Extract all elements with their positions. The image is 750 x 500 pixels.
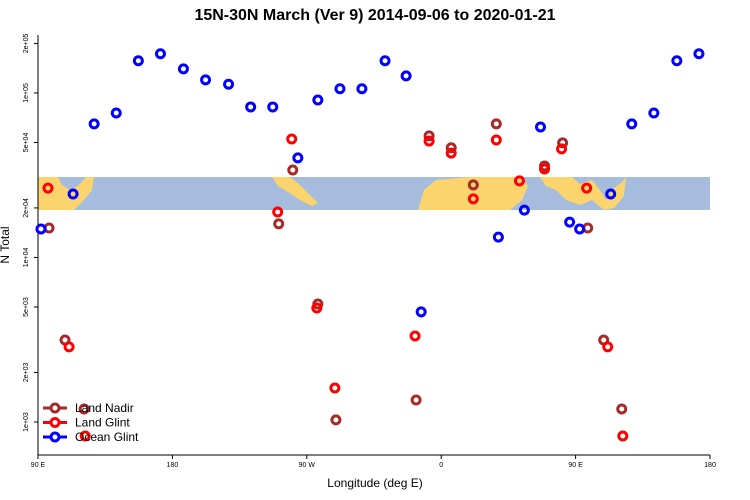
data-point (581, 182, 593, 194)
data-point (245, 101, 257, 113)
data-point (602, 341, 614, 353)
data-point (490, 134, 502, 146)
data-point (693, 48, 705, 60)
y-tick-label: 5e+03 (23, 297, 30, 317)
data-point (35, 223, 47, 235)
data-point (311, 302, 323, 314)
data-point (273, 218, 285, 230)
data-point (356, 83, 368, 95)
data-point (423, 130, 435, 142)
data-point (379, 55, 391, 67)
data-point (617, 430, 629, 442)
data-point (556, 143, 568, 155)
y-tick-label: 1e+03 (23, 412, 30, 432)
legend-marker (49, 431, 61, 443)
data-point (42, 182, 54, 194)
y-tick-label: 2e+03 (23, 363, 30, 383)
legend-label: Land Glint (75, 416, 130, 430)
data-point (535, 121, 547, 133)
data-point (616, 403, 628, 415)
data-point (200, 74, 212, 86)
data-point (88, 118, 100, 130)
data-point (564, 216, 576, 228)
land-shape (272, 177, 318, 206)
chart-title: 15N-30N March (Ver 9) 2014-09-06 to 2020… (194, 7, 555, 24)
x-tick-label: 90 W (299, 462, 316, 469)
x-tick-label: 0 (439, 462, 443, 469)
data-point (445, 142, 457, 154)
x-tick-label: 90 E (31, 462, 46, 469)
y-tick-label: 2e+05 (23, 33, 30, 53)
data-point (223, 78, 235, 90)
y-axis-label: N Total (0, 226, 12, 263)
data-point (78, 403, 90, 415)
data-point (292, 152, 304, 164)
data-point (330, 414, 342, 426)
data-point (287, 164, 299, 176)
y-tick-label: 1e+05 (23, 83, 30, 103)
land-shape (540, 177, 626, 210)
data-point (539, 163, 551, 175)
data-point (154, 48, 166, 60)
data-point (110, 107, 122, 119)
data-point (409, 330, 421, 342)
data-point (492, 231, 504, 243)
data-point (400, 70, 412, 82)
data-point (334, 83, 346, 95)
data-point (267, 101, 279, 113)
x-axis-label: Longitude (deg E) (327, 476, 422, 490)
legend-label: Ocean Glint (75, 430, 139, 444)
data-point (410, 394, 422, 406)
data-point (272, 206, 284, 218)
data-point (467, 193, 479, 205)
data-point (518, 204, 530, 216)
data-point (626, 118, 638, 130)
legend-marker (49, 402, 61, 414)
y-tick-label: 1e+04 (23, 248, 30, 268)
data-point (312, 94, 324, 106)
data-point (490, 118, 502, 130)
data-point (286, 133, 298, 145)
y-tick-label: 5e+04 (23, 133, 30, 153)
data-point (648, 107, 660, 119)
data-point (415, 306, 427, 318)
data-point (574, 223, 586, 235)
data-point (445, 147, 457, 159)
data-point (63, 341, 75, 353)
data-point (329, 382, 341, 394)
legend-marker (49, 417, 61, 428)
x-tick-label: 180 (167, 462, 179, 469)
data-point (67, 188, 79, 200)
data-point (177, 63, 189, 75)
data-point (132, 55, 144, 67)
x-tick-label: 180 (704, 462, 716, 469)
data-point (467, 179, 479, 191)
legend-label: Land Nadir (75, 401, 134, 415)
data-point (605, 188, 617, 200)
map-band (38, 177, 710, 210)
data-point (513, 175, 525, 187)
data-point (557, 137, 569, 149)
data-point (671, 55, 683, 67)
data-point (423, 135, 435, 147)
y-tick-label: 2e+04 (23, 198, 30, 218)
x-tick-label: 90 E (568, 462, 583, 469)
data-point (79, 430, 91, 442)
